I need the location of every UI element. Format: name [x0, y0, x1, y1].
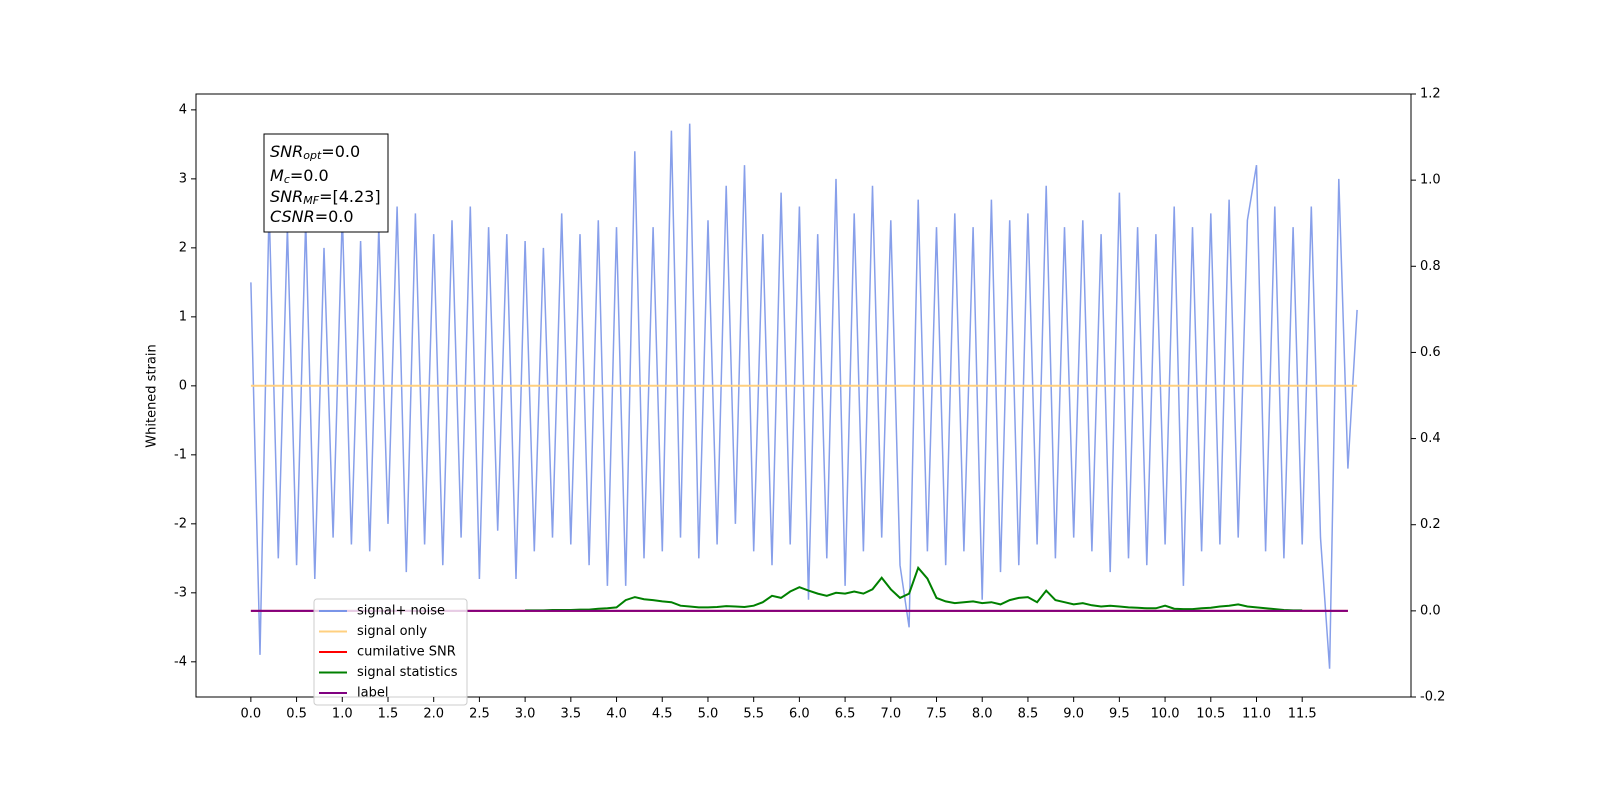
- x-tick-label: 11.0: [1242, 707, 1271, 722]
- y-tick-label: -2: [174, 516, 187, 531]
- y2-tick-label: 0.0: [1420, 603, 1441, 618]
- y-tick-label: 4: [179, 102, 187, 117]
- annotation-subscript: c: [284, 173, 290, 186]
- x-tick-label: 0.5: [286, 707, 307, 722]
- x-tick-label: 8.0: [972, 707, 993, 722]
- annotation-subscript: opt: [303, 149, 322, 162]
- x-tick-label: 8.5: [1018, 707, 1039, 722]
- y2-tick-label: 0.6: [1420, 345, 1441, 360]
- x-tick-label: 5.5: [743, 707, 764, 722]
- legend-label: signal statistics: [357, 665, 458, 680]
- annotation-line: SNRopt=0.0: [270, 142, 360, 163]
- annotation-symbol: CSNR: [270, 207, 315, 226]
- x-tick-label: 4.0: [606, 707, 627, 722]
- x-tick-label: 1.0: [332, 707, 353, 722]
- legend-box: [313, 598, 468, 706]
- y-tick-label: -1: [174, 447, 187, 462]
- y-axis-label: Whitened strain: [145, 344, 160, 447]
- x-tick-label: 11.5: [1288, 707, 1317, 722]
- y-tick-label: 0: [179, 378, 187, 393]
- annotation-value: =[4.23]: [319, 187, 381, 206]
- annotation-subscript: MF: [303, 194, 319, 207]
- x-tick-label: 3.5: [560, 707, 581, 722]
- y2-tick-label: 1.0: [1420, 173, 1441, 188]
- axes-frame: [195, 93, 1412, 698]
- annotation-value: =0.0: [290, 166, 329, 185]
- x-tick-label: 9.5: [1109, 707, 1130, 722]
- annotation-line: SNRMF=[4.23]: [270, 187, 381, 208]
- x-tick-label: 10.0: [1151, 707, 1180, 722]
- annotation-line: Mc=0.0: [270, 166, 329, 187]
- y2-tick-label: 0.8: [1420, 259, 1441, 274]
- legend-label: signal+ noise: [357, 604, 445, 619]
- annotation-value: =0.0: [315, 207, 354, 226]
- x-tick-label: 6.0: [789, 707, 810, 722]
- x-tick-label: 1.5: [378, 707, 399, 722]
- y2-tick-label: 1.2: [1420, 87, 1441, 102]
- y-tick-label: 1: [179, 309, 187, 324]
- series-line: [525, 565, 1303, 612]
- y-tick-label: 3: [179, 171, 187, 186]
- y2-tick-label: -0.2: [1420, 690, 1445, 705]
- y-tick-label: -4: [174, 654, 187, 669]
- annotation-symbol: SNR: [270, 187, 303, 206]
- legend-label: cumilative SNR: [357, 645, 456, 660]
- annotation-box: [263, 133, 389, 233]
- annotation-symbol: SNR: [270, 142, 303, 161]
- annotation-value: =0.0: [321, 142, 360, 161]
- legend: signal+ noise signal only cumilative SNR si…: [313, 598, 468, 706]
- x-tick-label: 2.0: [423, 707, 444, 722]
- legend-label: signal only: [357, 624, 427, 639]
- x-tick-label: 2.5: [469, 707, 490, 722]
- x-tick-label: 9.0: [1063, 707, 1084, 722]
- x-tick-label: 3.0: [515, 707, 536, 722]
- annotation-symbol: M: [270, 166, 284, 185]
- x-tick-label: 6.5: [835, 707, 856, 722]
- x-tick-label: 7.5: [926, 707, 947, 722]
- annotation-line: CSNR=0.0: [270, 207, 354, 226]
- legend-label: label: [357, 686, 388, 701]
- x-tick-label: 10.5: [1196, 707, 1225, 722]
- x-tick-label: 5.0: [698, 707, 719, 722]
- x-tick-label: 7.0: [880, 707, 901, 722]
- x-tick-label: 4.5: [652, 707, 673, 722]
- y2-tick-label: 0.2: [1420, 517, 1441, 532]
- x-tick-label: 0.0: [241, 707, 262, 722]
- y-tick-label: -3: [174, 585, 187, 600]
- y2-tick-label: 0.4: [1420, 431, 1441, 446]
- series-line: [250, 123, 1358, 669]
- y-tick-label: 2: [179, 240, 187, 255]
